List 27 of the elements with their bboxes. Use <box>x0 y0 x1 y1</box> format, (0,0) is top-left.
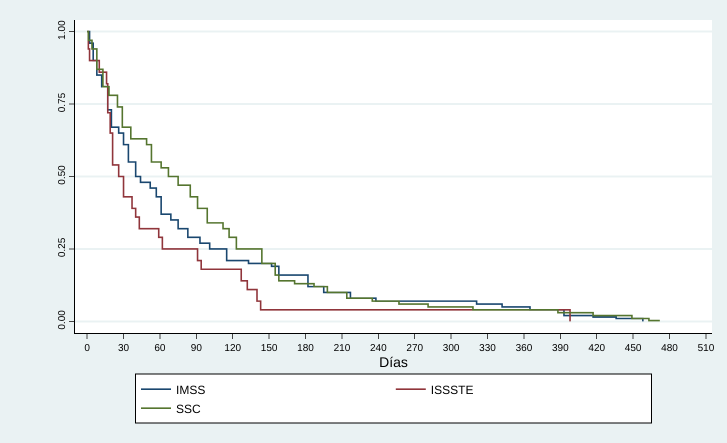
x-tick-label: 180 <box>297 343 314 354</box>
legend-label: ISSSTE <box>430 382 474 397</box>
y-tick-label: 0.50 <box>57 164 68 185</box>
x-tick-label: 480 <box>661 343 678 354</box>
x-tick-label: 300 <box>442 343 460 354</box>
x-axis-title: Días <box>379 354 408 370</box>
x-tick-label: 360 <box>516 343 533 354</box>
x-tick-label: 420 <box>588 343 606 354</box>
x-tick-label: 90 <box>190 343 202 354</box>
y-tick-label: 1.00 <box>57 20 68 40</box>
x-tick-label: 450 <box>624 343 642 354</box>
x-tick-label: 510 <box>698 343 715 354</box>
x-tick-label: 390 <box>552 343 570 354</box>
y-tick-label: 0.75 <box>57 92 68 112</box>
x-tick-label: 210 <box>334 343 351 354</box>
x-tick-label: 150 <box>260 343 278 354</box>
x-tick-label: 120 <box>224 343 242 354</box>
legend-label: IMSS <box>176 382 206 397</box>
x-tick-label: 60 <box>154 343 166 354</box>
legend-label: SSC <box>176 402 202 416</box>
x-tick-label: 330 <box>479 343 496 354</box>
y-tick-label: 0.00 <box>57 310 68 330</box>
x-tick-label: 270 <box>406 343 424 354</box>
y-tick-label: 0.25 <box>57 237 68 258</box>
x-tick-label: 240 <box>370 343 388 354</box>
x-tick-label: 30 <box>118 343 130 354</box>
x-tick-label: 0 <box>84 343 90 354</box>
